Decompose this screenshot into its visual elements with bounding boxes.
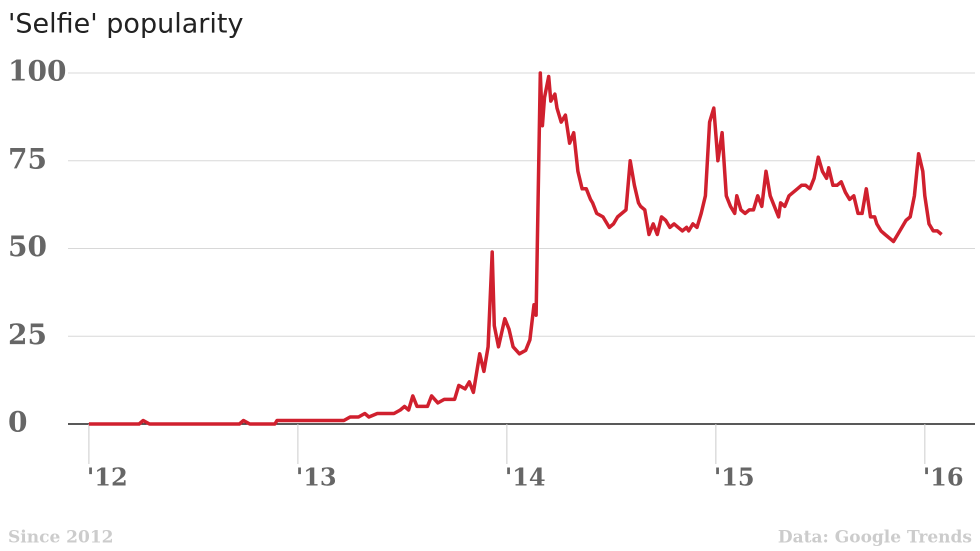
chart-title: 'Selfie' popularity xyxy=(8,9,243,40)
footnote: Since 2012 xyxy=(8,528,114,548)
x-tick-label: '14 xyxy=(505,463,546,492)
y-tick-label: 50 xyxy=(8,230,47,263)
line xyxy=(88,71,943,426)
y-tick-label: 75 xyxy=(8,142,47,175)
y-tick-label: 25 xyxy=(8,318,47,351)
source: Data: Google Trends xyxy=(778,528,972,548)
y-tick-label: 0 xyxy=(8,406,27,439)
y-tick-label: 100 xyxy=(8,55,66,88)
x-tick-label: '15 xyxy=(714,463,755,492)
x-tick-label: '12 xyxy=(87,463,128,492)
x-tick-label: '16 xyxy=(923,463,964,492)
x-tick-label: '13 xyxy=(296,463,337,492)
